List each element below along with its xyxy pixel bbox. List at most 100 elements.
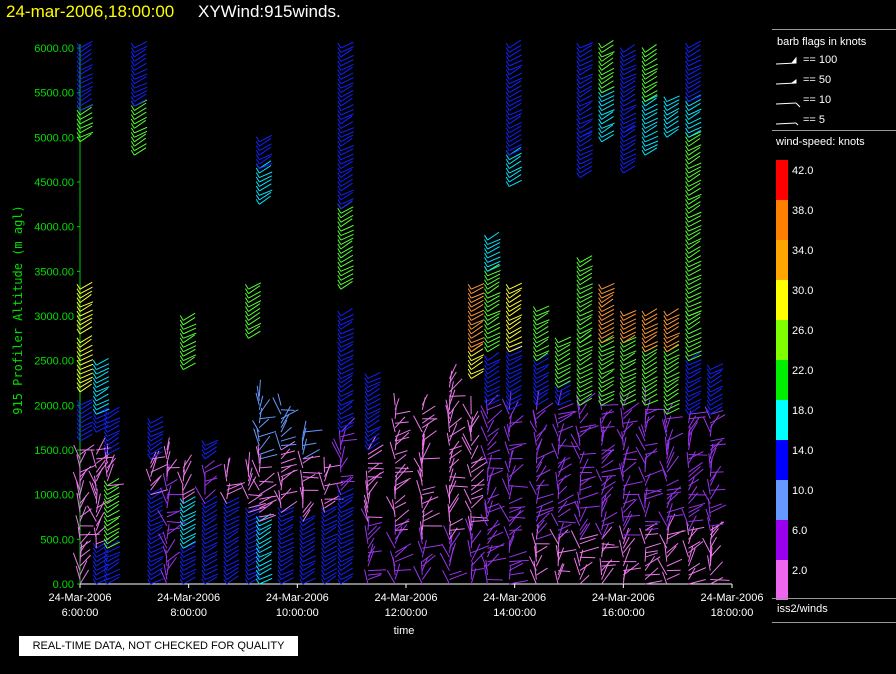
barb-flag: [467, 333, 472, 339]
speed-scale-swatch: [776, 560, 788, 600]
wind-barb: [79, 359, 94, 366]
wind-barb: [247, 451, 251, 468]
barb-flag: [337, 426, 342, 433]
wind-barb: [487, 256, 501, 263]
barb-flag: [337, 82, 342, 89]
barb-flag: [598, 109, 603, 116]
barb-flag: [255, 574, 260, 580]
wind-barb: [79, 290, 93, 299]
wind-barb: [688, 398, 702, 406]
wind-barb: [419, 521, 423, 535]
wind-barb: [96, 403, 110, 411]
barb-flag: [685, 78, 689, 84]
wind-barb: [340, 363, 354, 371]
wind-barb: [226, 549, 239, 558]
wind-barb: [487, 352, 500, 362]
wind-barb: [579, 118, 594, 125]
barb-flag: [467, 373, 472, 379]
wind-barb: [150, 555, 164, 563]
wind-barb: [508, 415, 524, 429]
barb-flag: [641, 74, 646, 80]
barb-flag: [76, 315, 81, 321]
wind-barb: [204, 460, 215, 469]
wind-barb: [601, 318, 615, 326]
wind-barb: [259, 499, 277, 509]
wind-barb: [508, 85, 522, 94]
wind-barb: [183, 550, 197, 558]
wind-barb: [257, 445, 260, 464]
wind-barb: [487, 238, 501, 245]
speed-scale-label: 34.0: [792, 245, 814, 257]
barb-flag: [619, 123, 624, 129]
wind-barb: [79, 415, 93, 424]
barb-flag: [467, 359, 472, 366]
wind-barb: [688, 215, 702, 223]
barb-flag: [685, 257, 689, 263]
wind-barb: [245, 459, 249, 473]
wind-barb: [529, 420, 537, 433]
barb-flag: [245, 315, 249, 321]
wind-barb: [280, 448, 291, 460]
wind-barb: [688, 67, 702, 76]
wind-barb: [340, 416, 354, 424]
wind-barb: [487, 553, 500, 567]
wind-barb: [601, 511, 607, 531]
wind-barb: [535, 486, 541, 504]
wind-barb: [579, 523, 588, 536]
wind-barb: [183, 327, 197, 335]
wind-barb: [79, 86, 93, 94]
barb-flag: [76, 109, 81, 116]
barb-flag: [337, 225, 342, 232]
barb-flag: [576, 319, 581, 326]
wind-barb: [106, 406, 120, 415]
wind-barb: [340, 265, 354, 272]
wind-barb: [579, 100, 593, 107]
wind-barb: [96, 357, 109, 366]
wind-barb: [162, 545, 168, 558]
barb-flag: [619, 319, 624, 326]
wind-barb: [508, 566, 512, 580]
wind-barb: [79, 560, 88, 576]
wind-barb: [487, 303, 500, 312]
barb-flag: [299, 520, 304, 527]
wind-barb: [160, 569, 168, 585]
barb-flag: [505, 386, 510, 393]
wind-barb: [470, 354, 485, 362]
wind-barb: [253, 428, 260, 446]
wind-barb: [448, 535, 453, 553]
wind-barb: [480, 426, 488, 442]
wind-barb: [340, 328, 354, 335]
wind-barb: [487, 376, 501, 384]
wind-barb: [340, 281, 353, 290]
barb-flag: [619, 141, 624, 147]
barb-flag: [532, 400, 537, 406]
barb-flag: [103, 556, 108, 562]
barb-flag: [576, 324, 581, 330]
wind-barb: [324, 554, 337, 563]
wind-barb: [274, 432, 282, 451]
wind-barb: [557, 389, 571, 397]
barb-flag: [255, 167, 260, 174]
wind-barb: [340, 166, 354, 174]
barb-flag: [685, 47, 689, 53]
barb-flag: [179, 529, 184, 536]
barb-flag: [76, 123, 81, 129]
barb-flag: [245, 551, 249, 558]
wind-barb: [394, 518, 410, 531]
wind-barb: [470, 517, 475, 531]
wind-barb: [79, 398, 93, 406]
barb-flag: [484, 373, 488, 379]
wind-barb: [688, 76, 702, 85]
wind-barb: [338, 430, 342, 451]
wind-barb: [182, 312, 196, 321]
wind-barb: [601, 368, 615, 375]
wind-barb: [272, 397, 282, 415]
wind-barb: [623, 514, 640, 518]
barb-flag: [467, 306, 472, 312]
wind-barb: [508, 66, 522, 76]
barb-flag: [130, 109, 135, 116]
wind-barb: [709, 561, 724, 576]
wind-barb: [134, 86, 148, 94]
wind-barb: [710, 488, 726, 491]
wind-barb: [645, 520, 661, 523]
